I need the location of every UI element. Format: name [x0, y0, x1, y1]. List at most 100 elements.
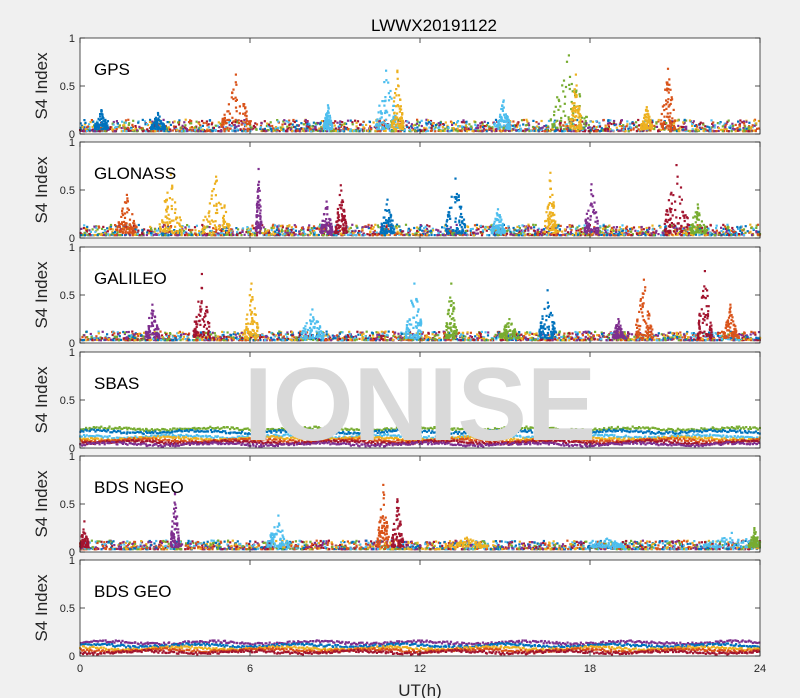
data-point	[327, 230, 330, 234]
data-point	[756, 233, 759, 236]
data-point	[562, 90, 565, 93]
data-point	[420, 119, 423, 122]
data-point	[647, 230, 650, 233]
data-point	[733, 230, 736, 233]
data-point	[177, 234, 180, 237]
data-point	[553, 110, 556, 113]
data-point	[329, 130, 333, 133]
data-point	[575, 84, 578, 87]
data-point	[210, 197, 213, 200]
data-point	[258, 232, 262, 235]
data-point	[307, 125, 310, 128]
data-point	[267, 234, 270, 237]
data-point	[255, 214, 258, 217]
data-point	[560, 119, 563, 122]
data-point	[217, 130, 220, 133]
data-point	[499, 113, 502, 116]
data-point	[450, 121, 454, 124]
data-point	[259, 209, 262, 212]
data-point	[388, 211, 391, 214]
data-point	[182, 127, 185, 130]
data-point	[695, 124, 698, 127]
data-point	[354, 119, 357, 122]
data-point	[551, 126, 555, 129]
data-point	[430, 129, 433, 132]
data-point	[645, 127, 649, 130]
data-point	[170, 219, 173, 222]
data-point	[223, 130, 226, 133]
data-point	[488, 127, 491, 130]
data-point	[612, 234, 615, 237]
data-point	[748, 121, 751, 124]
data-point	[263, 120, 266, 123]
data-point	[632, 128, 635, 131]
data-point	[465, 120, 468, 123]
data-point	[587, 130, 590, 133]
data-point	[643, 125, 646, 128]
data-point	[682, 121, 685, 124]
data-point	[216, 124, 219, 127]
data-point	[666, 112, 669, 115]
data-point	[396, 77, 399, 80]
data-point	[704, 125, 707, 128]
data-point	[145, 233, 148, 237]
data-point	[579, 228, 582, 231]
data-point	[340, 204, 343, 207]
data-point	[204, 234, 207, 237]
data-point	[322, 127, 326, 130]
data-point	[106, 227, 109, 230]
data-point	[210, 123, 213, 126]
data-point	[725, 129, 729, 133]
data-point	[526, 120, 529, 123]
data-point	[295, 128, 298, 131]
data-point	[325, 126, 328, 129]
data-point	[604, 227, 607, 230]
data-point	[578, 108, 581, 111]
data-point	[688, 119, 692, 122]
data-point	[575, 93, 578, 97]
data-point	[123, 121, 126, 124]
data-point	[349, 130, 352, 133]
data-point	[329, 219, 332, 222]
data-point	[193, 232, 197, 235]
data-point	[497, 123, 500, 126]
data-point	[134, 226, 137, 229]
data-point	[606, 225, 609, 228]
data-point	[304, 121, 308, 124]
data-point	[726, 120, 729, 123]
data-point	[726, 223, 729, 226]
data-point	[103, 229, 106, 232]
data-point	[650, 232, 653, 235]
data-point	[390, 219, 393, 222]
data-point	[737, 120, 740, 123]
data-point	[343, 210, 346, 213]
data-point	[648, 115, 651, 118]
data-point	[644, 234, 647, 237]
data-point	[401, 112, 404, 115]
plot-area	[80, 142, 760, 238]
data-point	[722, 223, 725, 226]
data-point	[379, 124, 382, 127]
data-point	[383, 104, 386, 107]
data-point	[242, 120, 245, 123]
data-point	[361, 226, 364, 229]
data-point	[234, 106, 238, 109]
data-point	[725, 122, 728, 125]
data-point	[564, 85, 568, 89]
data-point	[166, 217, 169, 220]
data-point	[167, 126, 170, 129]
data-point	[557, 108, 560, 111]
data-point	[673, 122, 676, 125]
data-point	[645, 108, 648, 111]
data-point	[612, 129, 615, 132]
data-point	[215, 228, 218, 232]
data-point	[103, 233, 106, 236]
data-point	[473, 224, 477, 227]
data-point	[446, 225, 449, 228]
data-point	[572, 107, 575, 110]
data-point	[177, 123, 181, 126]
data-point	[208, 210, 211, 213]
data-point	[168, 229, 171, 232]
data-point	[472, 231, 475, 234]
